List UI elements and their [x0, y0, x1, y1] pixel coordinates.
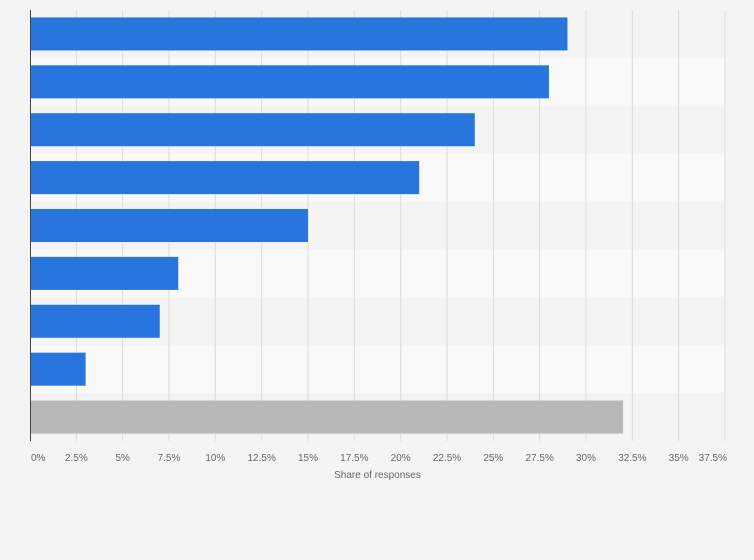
x-tick-label: 32.5% [618, 453, 646, 464]
x-tick-label: 27.5% [525, 453, 553, 464]
x-tick-label: 22.5% [433, 453, 461, 464]
x-axis-title: Share of responses [334, 470, 421, 481]
x-tick-label: 2.5% [65, 453, 88, 464]
bar[interactable] [30, 65, 549, 99]
x-tick-label: 10% [205, 453, 225, 464]
x-tick-labels: 0% 2.5% 5% 7.5% 10% 12.5% 15% 17.5% 20% 22.5% 25% 2… [31, 453, 727, 464]
bar[interactable] [30, 400, 624, 434]
bar[interactable] [30, 352, 86, 386]
bar[interactable] [30, 208, 308, 243]
x-tick-label: 0% [31, 453, 46, 464]
x-tick-label: 7.5% [158, 453, 181, 464]
row-band [30, 345, 725, 394]
x-tick-label: 20% [391, 453, 411, 464]
x-tick-label: 5% [115, 453, 130, 464]
x-tick-label: 12.5% [247, 453, 275, 464]
x-tick-label: 15% [298, 453, 318, 464]
bar[interactable] [30, 304, 160, 338]
bars [30, 17, 624, 434]
x-tick-label: 35% [669, 453, 689, 464]
x-tick-label: 30% [576, 453, 596, 464]
x-tick-label: 17.5% [340, 453, 368, 464]
bar[interactable] [30, 113, 475, 147]
x-tick-label: 37.5% [699, 453, 727, 464]
bar[interactable] [30, 17, 568, 51]
bar[interactable] [30, 256, 179, 290]
x-tick-label: 25% [483, 453, 503, 464]
bar[interactable] [30, 161, 420, 195]
